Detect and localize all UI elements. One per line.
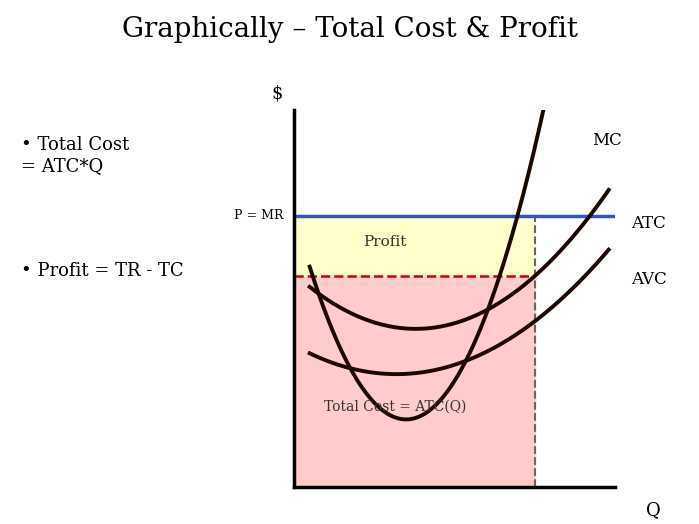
Text: • Total Cost
= ATC*Q: • Total Cost = ATC*Q	[21, 136, 129, 175]
Text: Q: Q	[647, 501, 661, 519]
Text: $: $	[272, 84, 283, 103]
Text: P = MR: P = MR	[234, 209, 284, 222]
Text: • Profit = TR - TC: • Profit = TR - TC	[21, 262, 184, 280]
Text: AVC: AVC	[631, 271, 667, 288]
Text: Profit: Profit	[363, 235, 407, 249]
Text: Graphically – Total Cost & Profit: Graphically – Total Cost & Profit	[122, 16, 577, 43]
Text: Total Cost = ATC(Q): Total Cost = ATC(Q)	[324, 400, 466, 414]
Text: ATC: ATC	[631, 215, 666, 232]
Text: MC: MC	[593, 132, 622, 149]
